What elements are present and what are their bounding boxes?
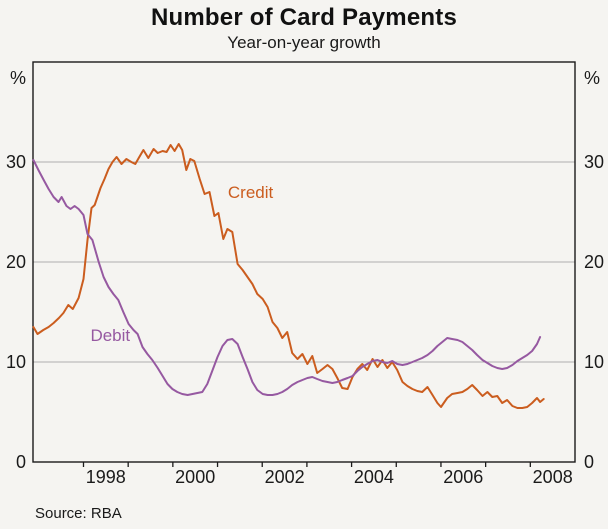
y-axis-label-right-20: 20 bbox=[584, 252, 604, 272]
y-axis-unit-right: % bbox=[584, 68, 600, 88]
chart-title: Number of Card Payments bbox=[150, 4, 457, 31]
series-label-credit: Credit bbox=[228, 183, 274, 202]
series-label-debit: Debit bbox=[90, 326, 130, 345]
y-axis-label-left-30: 30 bbox=[6, 152, 26, 172]
chart-subtitle: Year-on-year growth bbox=[227, 33, 381, 52]
x-axis-label-2006: 2006 bbox=[443, 467, 483, 487]
x-axis-label-2008: 2008 bbox=[533, 467, 573, 487]
y-axis-label-right-0: 0 bbox=[584, 452, 594, 472]
y-axis-label-left-0: 0 bbox=[16, 452, 26, 472]
y-axis-unit-left: % bbox=[10, 68, 26, 88]
y-axis-label-left-10: 10 bbox=[6, 352, 26, 372]
x-axis-label-1998: 1998 bbox=[86, 467, 126, 487]
y-axis-label-left-20: 20 bbox=[6, 252, 26, 272]
plot-border bbox=[32, 61, 576, 463]
source-note: Source: RBA bbox=[35, 505, 122, 522]
y-axis-label-right-10: 10 bbox=[584, 352, 604, 372]
y-axis-label-right-30: 30 bbox=[584, 152, 604, 172]
x-axis-label-2000: 2000 bbox=[175, 467, 215, 487]
series-line-credit bbox=[32, 143, 545, 409]
x-axis-label-2004: 2004 bbox=[354, 467, 394, 487]
series-line-debit bbox=[32, 159, 542, 396]
x-axis-label-2002: 2002 bbox=[265, 467, 305, 487]
